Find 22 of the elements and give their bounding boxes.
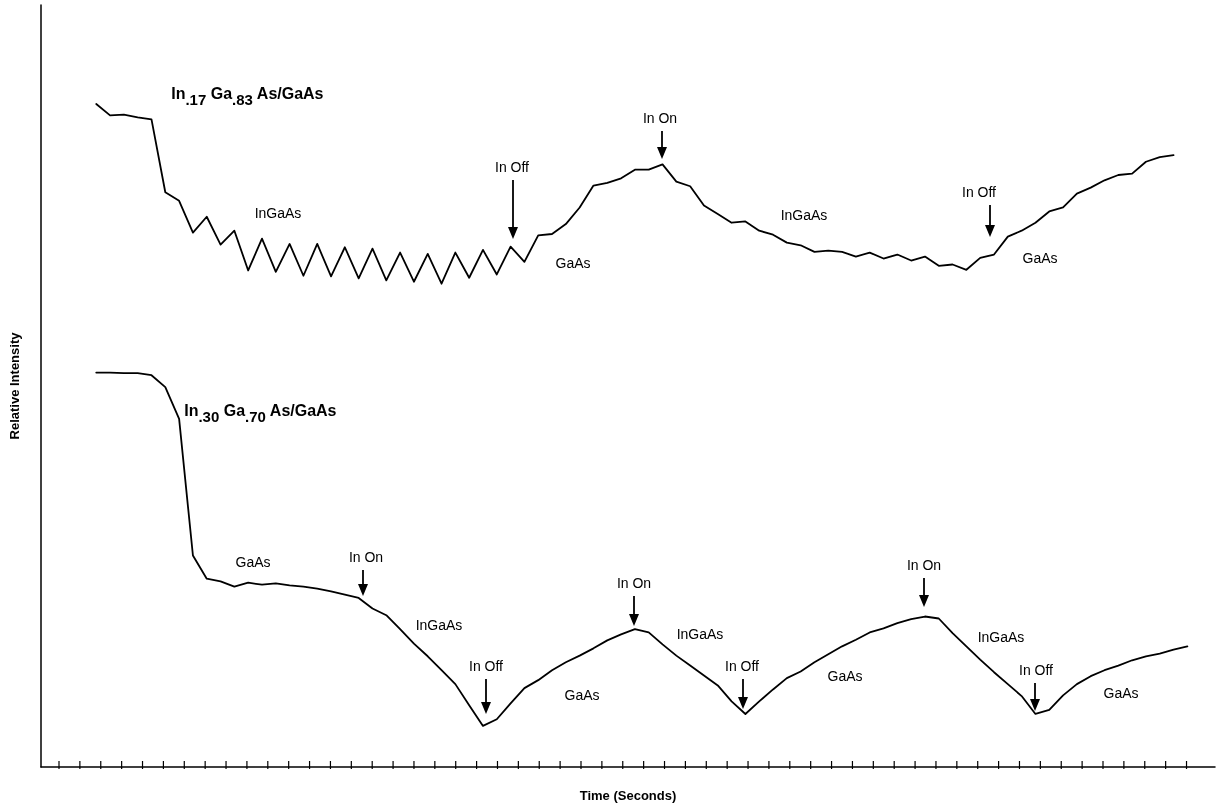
annotation: In Off	[495, 159, 530, 175]
x-axis-title: Time (Seconds)	[579, 788, 677, 803]
annotation: In Off	[725, 658, 760, 674]
annotation: In Off	[962, 184, 997, 200]
annotation: GaAs	[235, 554, 271, 570]
annotation: In On	[906, 557, 942, 573]
y-axis-title: Relative Intensity	[7, 331, 22, 440]
annotation: In On	[348, 549, 384, 565]
annotation: GaAs	[564, 687, 600, 703]
annotation: InGaAs	[676, 626, 724, 642]
annotation: InGaAs	[780, 207, 828, 223]
annotation: GaAs	[827, 668, 863, 684]
annotation: In On	[642, 110, 678, 126]
annotation: GaAs	[555, 255, 591, 271]
annotation: In Off	[469, 658, 504, 674]
annotation: InGaAs	[415, 617, 463, 633]
annotation: InGaAs	[254, 205, 302, 221]
annotation: In On	[616, 575, 652, 591]
annotation: GaAs	[1022, 250, 1058, 266]
annotation: GaAs	[1103, 685, 1139, 701]
annotation: InGaAs	[977, 629, 1025, 645]
annotation: In Off	[1019, 662, 1054, 678]
